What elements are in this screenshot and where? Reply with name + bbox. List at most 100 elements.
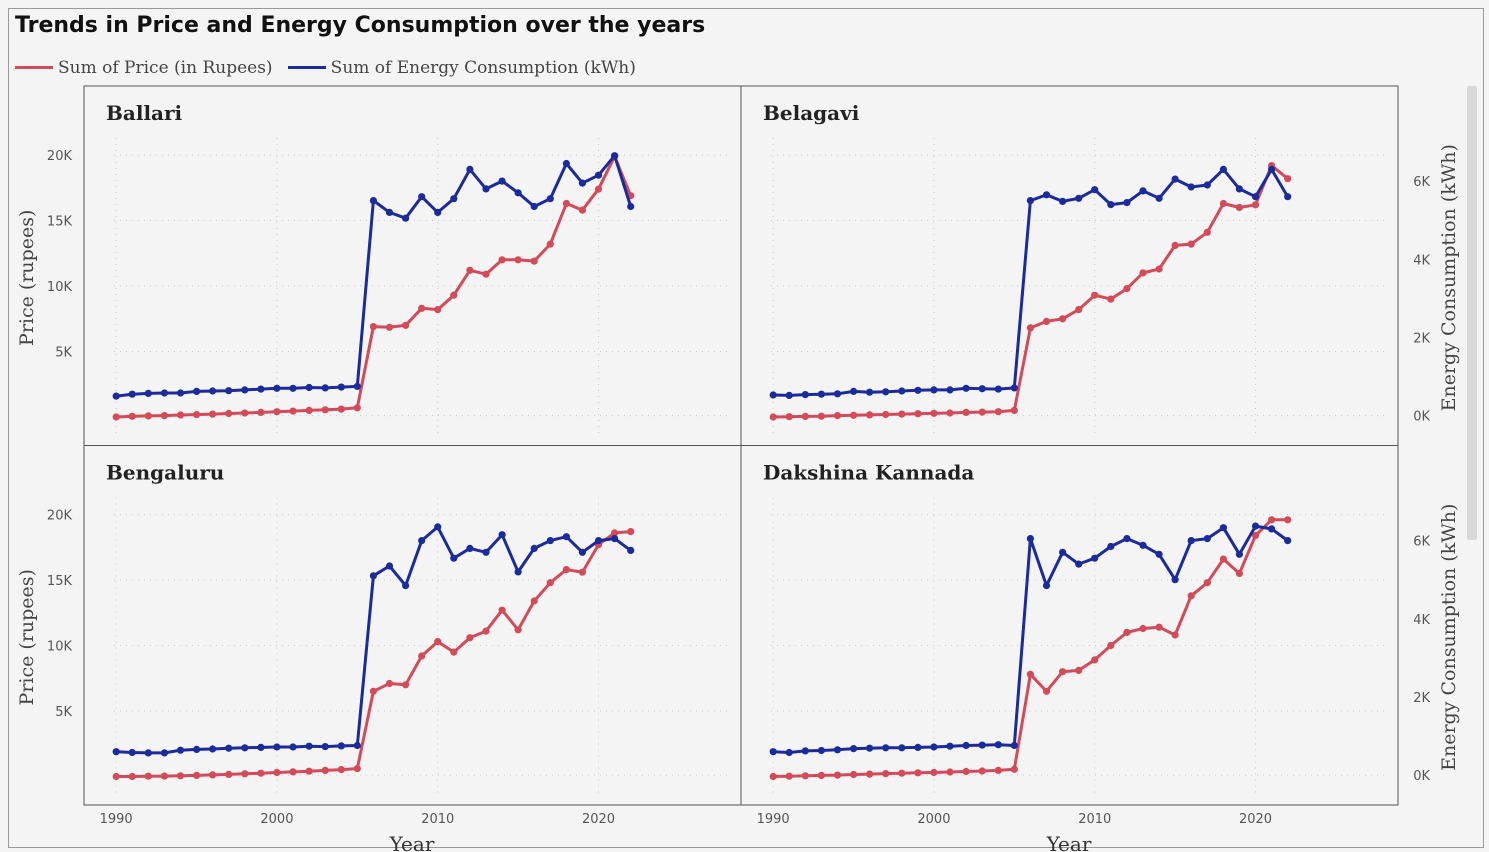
data-point-energy	[1251, 193, 1260, 201]
data-point-energy	[850, 387, 858, 395]
data-point-price	[962, 408, 970, 416]
data-point-energy	[434, 523, 442, 531]
data-point-price	[144, 412, 152, 420]
data-point-energy	[1187, 183, 1195, 191]
data-point-energy	[611, 152, 619, 160]
data-point-energy	[514, 189, 522, 197]
y2-tick-label: 2K	[1413, 691, 1430, 706]
data-point-price	[418, 652, 426, 660]
data-point-energy	[1171, 175, 1179, 183]
data-point-price	[801, 772, 809, 780]
data-point-price	[1268, 516, 1276, 524]
data-point-energy	[1091, 186, 1099, 194]
data-point-energy	[1010, 384, 1018, 392]
legend-swatch-energy	[287, 66, 326, 69]
data-point-price	[1042, 317, 1051, 325]
data-point-energy	[833, 390, 842, 398]
data-point-energy	[1042, 582, 1051, 590]
data-point-price	[1091, 656, 1099, 664]
data-point-energy	[769, 391, 777, 399]
data-point-energy	[578, 548, 587, 556]
data-point-energy	[418, 193, 426, 201]
data-point-price	[337, 405, 345, 413]
data-point-price	[514, 626, 522, 634]
data-point-price	[769, 772, 777, 781]
data-point-energy	[898, 744, 906, 752]
panel-title: Dakshina Kannada	[763, 461, 974, 485]
data-point-energy	[257, 385, 265, 393]
data-point-energy	[482, 548, 490, 556]
data-point-energy	[817, 390, 826, 398]
data-point-energy	[946, 386, 954, 394]
data-point-energy	[1123, 199, 1131, 207]
series-line-energy	[116, 525, 632, 755]
legend-item-price[interactable]: Sum of Price (in Rupees)	[15, 58, 273, 78]
data-point-energy	[1059, 548, 1067, 556]
data-point-energy	[930, 386, 938, 394]
data-point-price	[1203, 579, 1211, 587]
data-point-price	[112, 413, 120, 421]
data-point-price	[801, 412, 809, 420]
data-point-price	[353, 404, 361, 412]
data-point-price	[1155, 265, 1163, 273]
data-point-price	[1091, 291, 1099, 299]
data-point-price	[994, 408, 1002, 416]
x-tick-label: 2010	[421, 812, 454, 827]
data-point-price	[176, 772, 185, 780]
data-point-energy	[914, 743, 922, 752]
data-point-energy	[466, 544, 474, 553]
data-point-energy	[1139, 187, 1147, 195]
data-point-energy	[1026, 197, 1034, 205]
data-point-price	[962, 767, 970, 776]
legend-item-energy[interactable]: Sum of Energy Consumption (kWh)	[287, 58, 636, 78]
data-point-price	[369, 687, 377, 695]
series-line-price	[116, 154, 633, 419]
data-point-energy	[801, 747, 809, 755]
data-point-energy	[321, 743, 329, 751]
data-point-energy	[273, 384, 281, 392]
data-point-energy	[241, 386, 249, 394]
data-point-price	[209, 771, 217, 779]
legend-label-price: Sum of Price (in Rupees)	[58, 57, 273, 78]
data-point-price	[594, 185, 603, 193]
data-point-energy	[176, 389, 185, 397]
data-point-price	[1235, 569, 1243, 578]
vertical-scrollbar[interactable]	[1467, 86, 1477, 540]
data-point-price	[898, 410, 906, 418]
data-point-price	[1026, 324, 1034, 332]
data-point-price	[627, 528, 635, 536]
data-point-price	[241, 409, 249, 417]
y-tick-label: 10K	[47, 280, 73, 295]
data-point-energy	[866, 388, 874, 396]
data-point-energy	[128, 390, 136, 398]
data-point-price	[882, 410, 890, 419]
data-point-energy	[962, 741, 970, 750]
data-point-energy	[1107, 542, 1115, 551]
data-point-price	[994, 766, 1002, 775]
data-point-energy	[562, 533, 571, 541]
data-point-price	[946, 768, 954, 776]
data-point-price	[898, 769, 906, 777]
data-point-energy	[882, 388, 890, 396]
data-point-price	[112, 772, 120, 781]
data-point-price	[914, 769, 922, 777]
data-point-energy	[434, 208, 442, 216]
data-point-price	[1139, 269, 1147, 277]
data-point-price	[305, 767, 313, 775]
chart-title: Trends in Price and Energy Consumption o…	[15, 13, 706, 38]
data-point-energy	[994, 385, 1002, 393]
data-point-energy	[866, 744, 874, 752]
data-point-energy	[801, 391, 809, 399]
data-point-energy	[337, 742, 345, 750]
data-point-price	[1107, 295, 1115, 303]
data-point-price	[1219, 555, 1227, 563]
data-point-price	[369, 323, 377, 331]
data-point-price	[866, 770, 874, 778]
data-point-energy	[450, 195, 458, 203]
data-point-energy	[321, 384, 329, 392]
data-point-price	[978, 767, 986, 775]
data-point-energy	[1235, 550, 1243, 558]
data-point-price	[930, 409, 938, 417]
data-point-price	[193, 411, 201, 419]
